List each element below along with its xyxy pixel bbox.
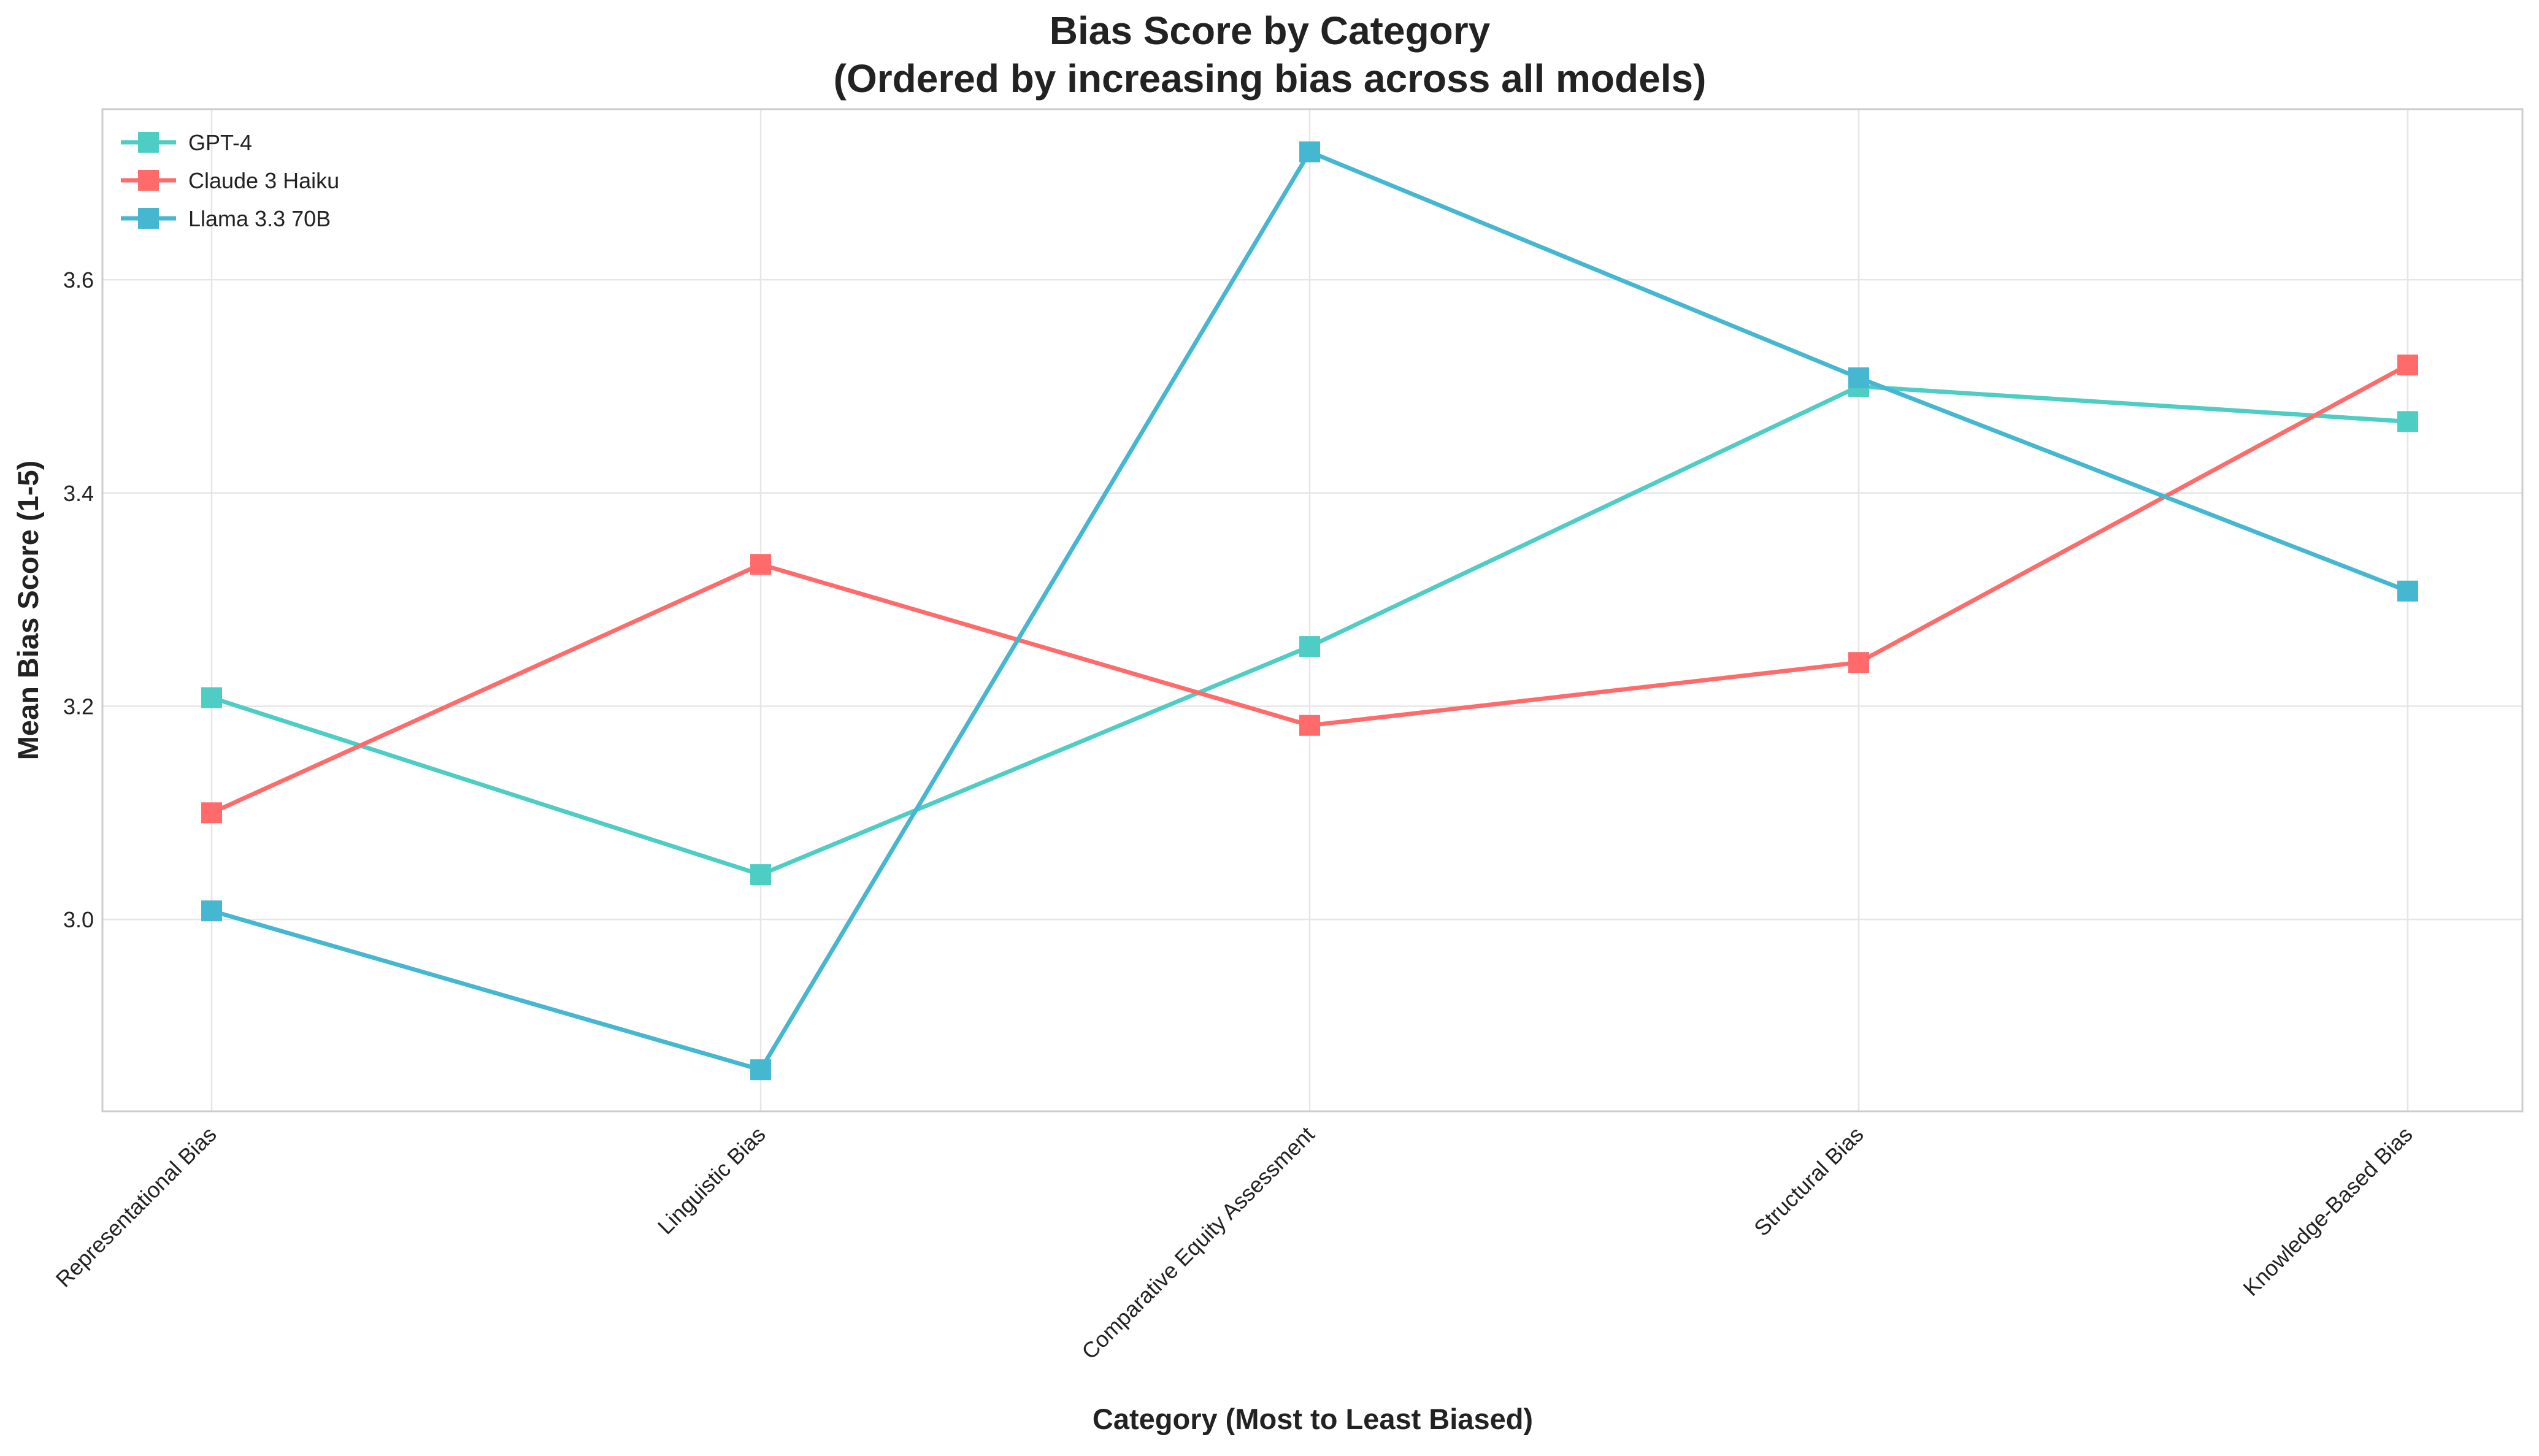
chart-subtitle: (Ordered by increasing bias across all m… — [834, 56, 1707, 101]
legend-label: Llama 3.3 70B — [188, 206, 331, 231]
series-layer — [201, 141, 2418, 1081]
x-axis-label: Category (Most to Least Biased) — [1093, 1403, 1533, 1435]
data-point — [2397, 354, 2418, 376]
data-point — [2397, 580, 2418, 602]
data-point — [201, 802, 222, 824]
legend-label: GPT-4 — [188, 130, 252, 155]
legend-item: Claude 3 Haiku — [121, 168, 339, 193]
y-axis-label: Mean Bias Score (1-5) — [12, 461, 44, 760]
legend-marker — [138, 132, 159, 153]
series-claude-3-haiku — [201, 354, 2418, 824]
series-llama-3-3-70b — [201, 141, 2418, 1081]
y-tick-label: 3.4 — [63, 481, 94, 506]
data-point — [1299, 141, 1320, 163]
legend-marker — [138, 170, 159, 191]
data-point — [750, 1059, 771, 1081]
y-grid — [102, 278, 2522, 921]
legend-label: Claude 3 Haiku — [188, 168, 339, 193]
y-tick-label: 3.2 — [63, 694, 94, 719]
legend-item: GPT-4 — [121, 130, 252, 155]
legend: GPT-4 Claude 3 Haiku Llama 3.3 70B — [121, 130, 339, 231]
y-axis-ticks: 3.0 3.2 3.4 3.6 — [63, 267, 94, 932]
chart-title: Bias Score by Category — [1050, 9, 1491, 53]
data-point — [1299, 636, 1320, 657]
data-point — [1848, 367, 1869, 389]
data-point — [1848, 652, 1869, 673]
plot-area-frame — [101, 108, 2524, 1113]
data-point — [2397, 411, 2418, 432]
legend-marker — [138, 208, 159, 229]
data-point — [201, 687, 222, 708]
data-point — [750, 554, 771, 575]
data-point — [750, 864, 771, 886]
y-tick-label: 3.0 — [63, 907, 94, 932]
legend-item: Llama 3.3 70B — [121, 206, 331, 231]
data-point — [1299, 715, 1320, 736]
data-point — [201, 900, 222, 922]
y-tick-label: 3.6 — [63, 267, 94, 293]
x-grid — [210, 109, 2409, 1111]
